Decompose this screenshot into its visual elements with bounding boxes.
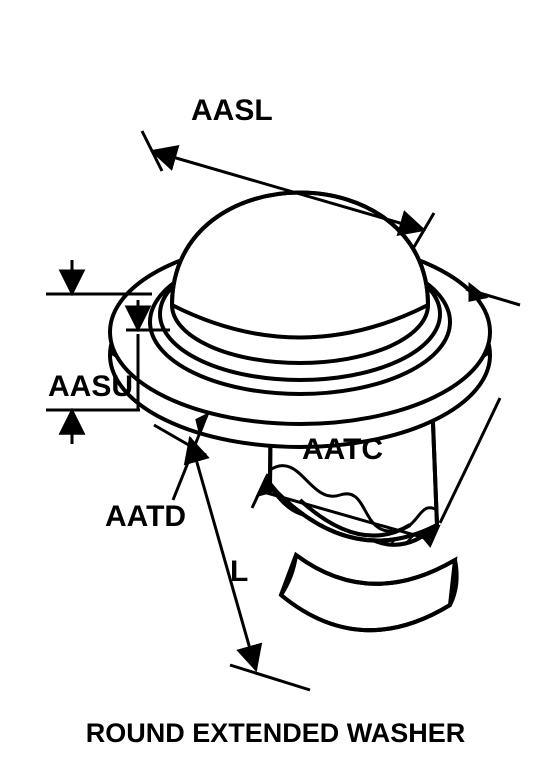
label-aasu: AASU [48,370,133,404]
dome-head [172,193,428,364]
lower-ring [281,555,457,630]
label-aatd: AATD [105,500,186,534]
label-aasl: AASL [191,94,273,128]
label-aatc: AATC [302,433,383,467]
diagram-canvas: AASL AASU AATC AATD L ROUND EXTENDED WAS… [0,0,551,779]
label-l: L [230,555,248,589]
diagram-caption: ROUND EXTENDED WASHER [0,718,551,749]
